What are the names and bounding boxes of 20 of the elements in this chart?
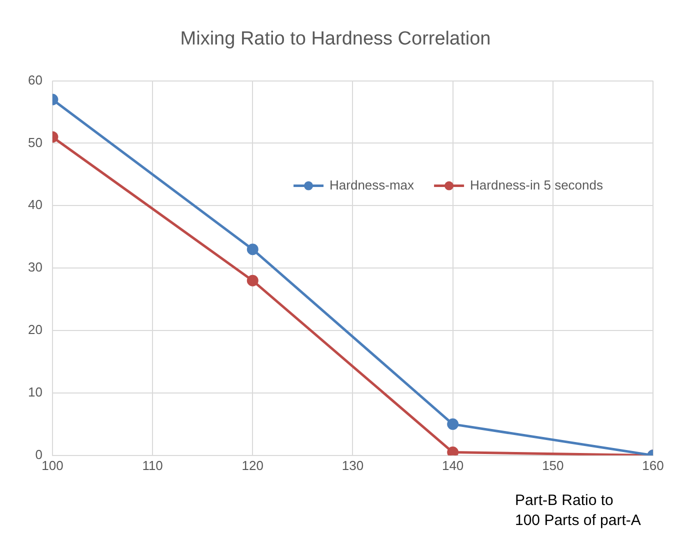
y-tick-label: 0 bbox=[35, 446, 42, 462]
x-tick-label: 130 bbox=[342, 458, 364, 473]
x-tick-label: 110 bbox=[142, 458, 163, 473]
y-tick-label: 10 bbox=[28, 384, 42, 400]
point bbox=[447, 446, 459, 456]
x-axis-title: Part-B Ratio to 100 Parts of part-A bbox=[515, 492, 641, 530]
x-tick-label: 160 bbox=[642, 458, 664, 473]
chart-title: Mixing Ratio to Hardness Correlation bbox=[180, 28, 491, 50]
x-tick-label: 150 bbox=[542, 458, 564, 473]
y-tick-label: 20 bbox=[28, 322, 42, 338]
y-tick-label: 60 bbox=[28, 72, 42, 88]
x-tick-label: 140 bbox=[442, 458, 464, 473]
legend-label: Hardness-max bbox=[330, 177, 415, 192]
x-tick-label: 120 bbox=[242, 458, 264, 473]
point bbox=[447, 418, 459, 430]
y-tick-label: 40 bbox=[28, 197, 42, 212]
y-tick-label: 30 bbox=[28, 260, 42, 275]
y-tick-label: 50 bbox=[28, 134, 42, 150]
x-tick-label: 100 bbox=[42, 458, 64, 473]
legend-label: Hardness-in 5 seconds bbox=[470, 177, 604, 192]
